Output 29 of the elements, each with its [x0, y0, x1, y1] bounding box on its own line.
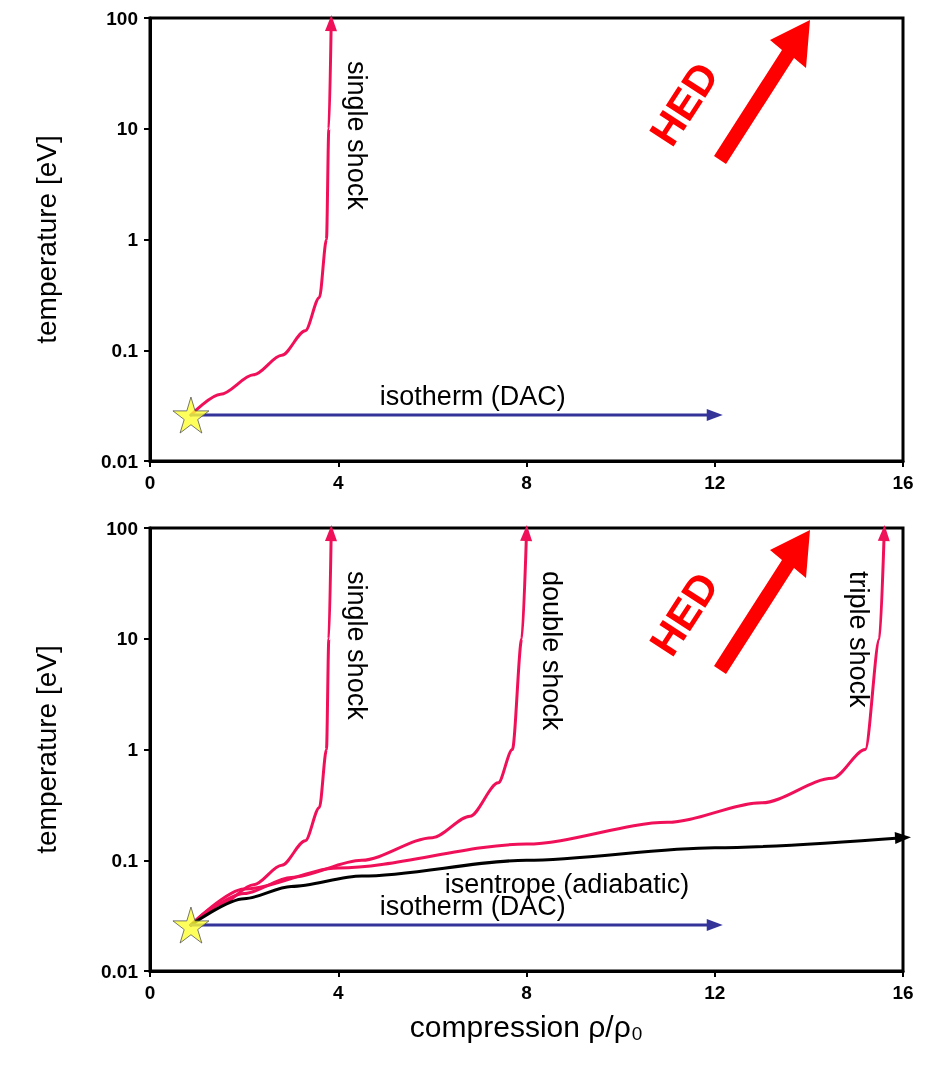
text: single shock [341, 61, 372, 211]
y-axis-title: temperature [eV] [30, 135, 62, 344]
y-tick-label: 100 [106, 7, 138, 29]
y-axis-title: temperature [eV] [30, 645, 62, 854]
x-tick-label: 16 [892, 982, 914, 1003]
series-label: isotherm (DAC) [379, 380, 566, 411]
point [172, 906, 210, 944]
y-tick-label: 1 [127, 739, 139, 760]
y-tick-label: 0.01 [101, 450, 139, 472]
text: double shock [537, 571, 567, 731]
x-tick-label: 0 [144, 472, 156, 493]
y-tick-label: 0.1 [111, 849, 139, 871]
y-tick-label: 100 [106, 517, 138, 539]
x-tick-label: 8 [521, 982, 532, 1003]
y-tick-label: 0.01 [101, 960, 139, 982]
text: single shock [341, 571, 372, 721]
x-tick-label: 8 [521, 472, 532, 493]
x-tick-label: 0 [144, 982, 156, 1003]
y-tick-label: 10 [116, 628, 138, 650]
y-tick-label: 1 [127, 229, 139, 250]
y-tick-label: 0.1 [111, 339, 139, 361]
text: triple shock [843, 571, 874, 709]
x-axis-title: compression ρ/ρ₀ [409, 1009, 644, 1043]
x-tick-label: 12 [704, 982, 726, 1003]
y-tick-label: 10 [116, 118, 138, 140]
x-tick-label: 16 [892, 472, 914, 493]
x-tick-label: 12 [704, 472, 726, 493]
x-tick-label: 4 [332, 982, 344, 1003]
x-tick-label: 4 [332, 472, 344, 493]
